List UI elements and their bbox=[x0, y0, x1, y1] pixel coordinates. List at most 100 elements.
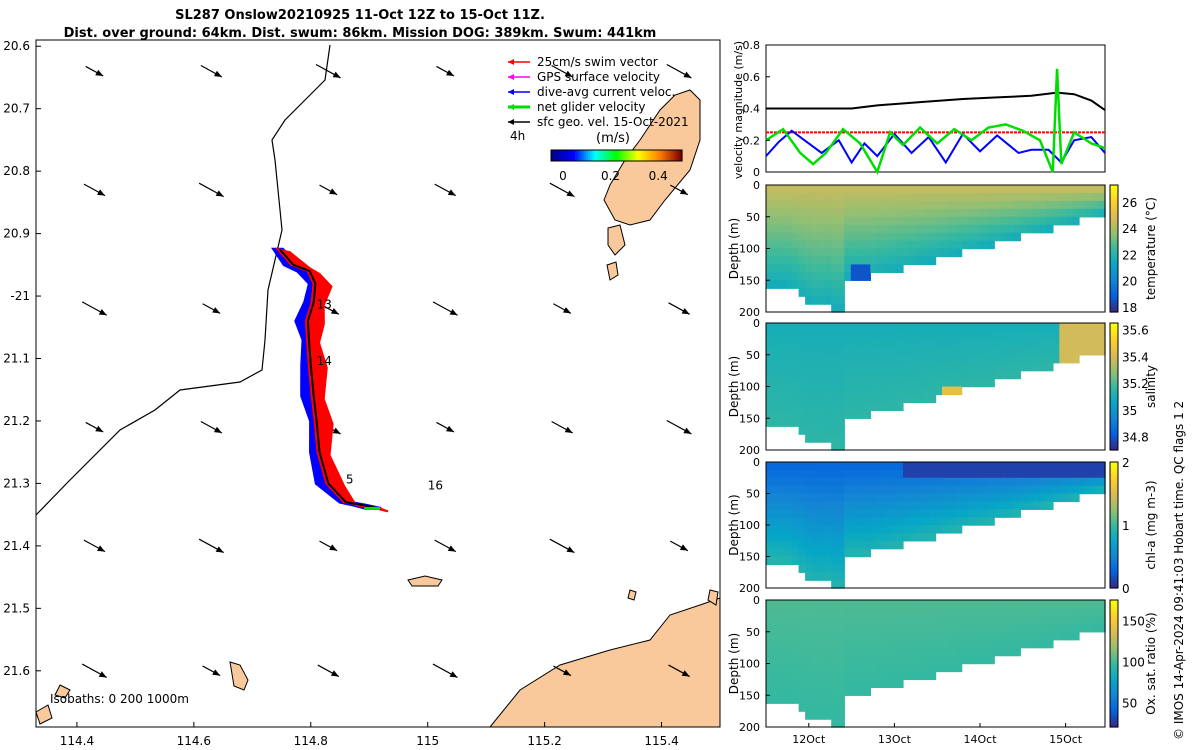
section-cell bbox=[863, 232, 872, 242]
section-cell bbox=[772, 330, 780, 340]
section-cell bbox=[889, 402, 898, 412]
section-cell bbox=[876, 607, 885, 617]
section-cell bbox=[785, 185, 793, 194]
section-cell bbox=[837, 378, 845, 388]
section-cell bbox=[1072, 623, 1080, 633]
section-cell bbox=[831, 323, 839, 332]
section-cell bbox=[1072, 330, 1080, 340]
section-cell bbox=[876, 330, 885, 340]
section-cell bbox=[772, 338, 780, 348]
section-cell bbox=[837, 304, 845, 313]
section-colorbar-segment bbox=[1110, 628, 1118, 633]
section-cell bbox=[1020, 607, 1028, 617]
section-cell bbox=[805, 216, 813, 226]
section-cell bbox=[902, 192, 911, 202]
section-cell bbox=[876, 600, 885, 609]
section-cell bbox=[1046, 607, 1054, 617]
section-cell bbox=[889, 631, 898, 641]
section-cell bbox=[1085, 600, 1093, 609]
section-cell bbox=[974, 232, 982, 242]
section-cell bbox=[935, 386, 943, 396]
section-cell bbox=[902, 655, 911, 665]
section-cell bbox=[981, 600, 989, 609]
section-cell bbox=[779, 679, 787, 689]
section-cell bbox=[987, 208, 995, 218]
section-cell bbox=[805, 525, 813, 534]
section-cell bbox=[818, 296, 826, 305]
section-cell bbox=[968, 200, 976, 210]
section-cell bbox=[961, 338, 969, 348]
map-colorbar-segment bbox=[640, 150, 644, 161]
section-cell bbox=[785, 687, 793, 696]
section-cell bbox=[1033, 485, 1041, 495]
island-small-c bbox=[407, 575, 443, 587]
section-cell bbox=[779, 346, 787, 356]
section-cell bbox=[818, 434, 826, 443]
map-colorbar-segment bbox=[551, 150, 554, 161]
section-cell bbox=[850, 410, 858, 419]
map-colorbar-segment bbox=[625, 150, 629, 161]
section-cell bbox=[915, 200, 924, 210]
section-cell bbox=[1046, 501, 1054, 510]
section-cell bbox=[779, 647, 787, 657]
section-cell bbox=[857, 232, 865, 242]
section-ylabel: Depth (m) bbox=[727, 356, 741, 417]
section-cell bbox=[1059, 346, 1067, 356]
section-cell bbox=[981, 200, 989, 210]
section-cell bbox=[1007, 493, 1015, 503]
section-cell bbox=[928, 330, 937, 340]
section-colorbar-segment bbox=[1110, 354, 1118, 359]
section-cell bbox=[948, 600, 956, 609]
section-colorbar-segment bbox=[1110, 534, 1118, 539]
section-cell bbox=[922, 330, 930, 340]
section-colorbar-segment bbox=[1110, 207, 1118, 211]
section-cell bbox=[1000, 639, 1008, 649]
section-cell bbox=[798, 485, 806, 495]
section-cell bbox=[1091, 323, 1100, 332]
section-cell bbox=[961, 509, 969, 518]
geo-velocity-arrowhead bbox=[98, 671, 107, 678]
section-cell bbox=[935, 469, 943, 479]
section-cell bbox=[942, 208, 950, 218]
section-cell bbox=[1039, 501, 1048, 510]
section-cell bbox=[1078, 462, 1087, 471]
section-cell bbox=[811, 323, 819, 332]
section-cell bbox=[805, 264, 813, 274]
section-colorbar-label: temperature (°C) bbox=[1144, 197, 1158, 300]
map-colorbar-segment bbox=[651, 150, 655, 161]
section-cell bbox=[844, 623, 852, 633]
section-cell bbox=[987, 639, 995, 649]
section-cell bbox=[766, 655, 774, 665]
section-cell bbox=[792, 386, 800, 396]
section-cell bbox=[831, 240, 839, 250]
section-cell bbox=[831, 647, 839, 657]
section-cell bbox=[1091, 208, 1100, 218]
section-colorbar-segment bbox=[1110, 232, 1118, 237]
section-cell bbox=[968, 224, 976, 234]
section-cell bbox=[876, 378, 885, 388]
section-cell bbox=[837, 639, 845, 649]
section-cell bbox=[857, 185, 865, 194]
section-cell bbox=[824, 272, 832, 281]
section-cell bbox=[955, 485, 963, 495]
section-cell bbox=[902, 647, 911, 657]
section-cell bbox=[974, 354, 982, 364]
section-cell bbox=[863, 354, 872, 364]
section-cell bbox=[1039, 493, 1048, 503]
section-cell bbox=[928, 386, 937, 396]
section-cell bbox=[876, 639, 885, 649]
section-cell bbox=[844, 386, 852, 396]
section-cell bbox=[1052, 338, 1061, 348]
section-cell bbox=[811, 185, 819, 194]
section-cell bbox=[772, 323, 780, 332]
section-cell bbox=[1072, 600, 1080, 609]
section-cell bbox=[857, 192, 865, 202]
section-cell bbox=[902, 200, 911, 210]
section-cell bbox=[857, 517, 865, 526]
velocity-y-tick-label: 0.6 bbox=[743, 71, 761, 84]
section-cell bbox=[844, 509, 852, 518]
section-cell bbox=[994, 639, 1002, 649]
section-cell bbox=[896, 323, 904, 332]
section-cell bbox=[915, 615, 924, 625]
island-small-a bbox=[607, 224, 626, 256]
